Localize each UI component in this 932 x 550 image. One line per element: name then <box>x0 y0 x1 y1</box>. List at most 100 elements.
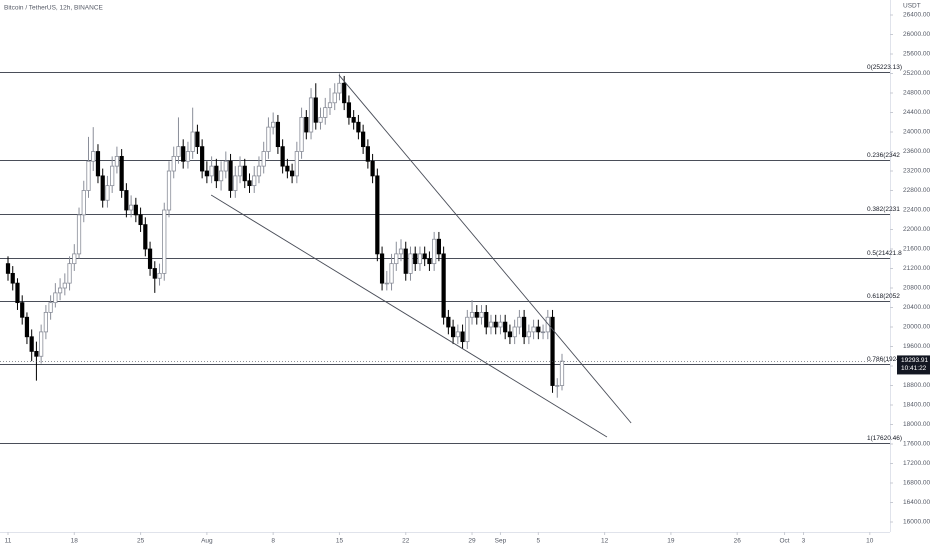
y-tick-label: 16400.00 <box>903 499 930 506</box>
candle-body <box>365 146 370 162</box>
y-tick-label: 18400.00 <box>903 402 930 409</box>
trendline-layer <box>210 74 632 438</box>
candle-body <box>379 253 385 284</box>
candle-body <box>394 253 399 265</box>
candle-body <box>138 214 143 226</box>
x-tick-label: 19 <box>667 538 675 545</box>
candle-body <box>62 282 67 289</box>
candle-body <box>48 302 53 313</box>
x-tick-label: 22 <box>402 538 410 545</box>
candle-body <box>550 316 555 386</box>
candle-body <box>285 165 290 172</box>
y-tick-label: 22000.00 <box>903 226 930 233</box>
candle-body <box>261 151 266 167</box>
candle-body <box>304 116 309 133</box>
candle-body <box>209 165 214 177</box>
candle-body <box>162 209 167 274</box>
candle-body <box>294 151 299 177</box>
candle-body <box>318 116 323 123</box>
candle-body <box>498 321 503 328</box>
x-tick-label: 10 <box>866 538 874 545</box>
candle-body <box>5 263 11 274</box>
x-tick-label: 5 <box>537 538 541 545</box>
countdown-label: 10:41:22 <box>901 365 927 372</box>
candle-body <box>531 326 536 333</box>
candle-body <box>337 82 342 94</box>
candle-body <box>228 160 233 191</box>
candle-body <box>536 326 541 333</box>
last-price-tag <box>897 355 930 375</box>
candle-body <box>450 326 456 338</box>
candle-body <box>479 311 484 318</box>
candle-body <box>503 321 508 333</box>
x-tick-label: 29 <box>468 538 476 545</box>
candle-body <box>252 175 257 187</box>
candle-body <box>488 321 494 328</box>
x-tick-label: Aug <box>201 538 213 545</box>
candle-body <box>559 360 565 386</box>
candle-body <box>247 180 252 187</box>
trendline <box>210 194 608 438</box>
candle-body <box>34 350 39 357</box>
candle-body <box>517 316 522 328</box>
candle-body <box>91 151 96 162</box>
x-tick-label: Sep <box>495 538 507 545</box>
y-tick-label: 17200.00 <box>903 460 930 467</box>
candle-body <box>39 331 44 357</box>
candle-body <box>86 160 91 191</box>
candle-body <box>290 170 295 177</box>
candle-body <box>95 151 101 177</box>
candle-body <box>256 165 262 177</box>
candle-body <box>413 253 418 265</box>
candle-body <box>81 190 86 216</box>
candle-body <box>223 160 228 172</box>
candle-body <box>507 331 513 338</box>
candle-body <box>469 311 475 318</box>
candle-body <box>190 131 195 152</box>
y-tick-label: 19600.00 <box>903 343 930 350</box>
candle-body <box>389 263 394 284</box>
y-tick-label: 25200.00 <box>903 70 930 77</box>
fib-level-label: 0.236(2342 <box>867 152 900 159</box>
candle-body <box>72 253 77 265</box>
x-tick-label: 3 <box>802 538 806 545</box>
y-tick-label: 23600.00 <box>903 148 930 155</box>
candle-body <box>152 268 157 279</box>
y-tick-label: 20000.00 <box>903 324 930 331</box>
candle-body <box>110 165 115 187</box>
candle-body <box>417 253 423 265</box>
candle-body <box>361 131 366 148</box>
candle-body <box>403 248 408 274</box>
candle-body <box>24 316 30 338</box>
y-tick-label: 21600.00 <box>903 246 930 253</box>
candle-body <box>474 311 479 318</box>
trendline <box>338 74 632 424</box>
candle-body <box>176 146 181 157</box>
fib-level-label: 0.786(1924 <box>867 356 900 363</box>
y-tick-label: 22400.00 <box>903 207 930 214</box>
candle-body <box>323 107 328 118</box>
candle-body <box>398 248 404 255</box>
last-price-label: 19293.91 <box>901 357 928 364</box>
candle-body <box>129 204 134 211</box>
candle-body <box>313 97 318 123</box>
candle-body <box>526 331 531 338</box>
candle-body <box>455 331 460 338</box>
x-tick-label: 15 <box>336 538 344 545</box>
y-tick-label: 24000.00 <box>903 129 930 136</box>
candle-body <box>275 121 281 148</box>
candle-body <box>57 287 63 294</box>
candle-body <box>351 116 356 123</box>
candle-body <box>441 253 446 318</box>
candle-body <box>522 316 527 338</box>
y-tick-label: 16000.00 <box>903 519 930 526</box>
candle-body <box>43 311 48 333</box>
candle-body <box>436 238 441 255</box>
candle-body <box>446 316 451 328</box>
fib-level-label: 1(17620.46) <box>867 435 902 442</box>
candle-body <box>237 165 243 177</box>
x-tick-label: Oct <box>779 538 789 545</box>
candle-body <box>233 175 238 191</box>
